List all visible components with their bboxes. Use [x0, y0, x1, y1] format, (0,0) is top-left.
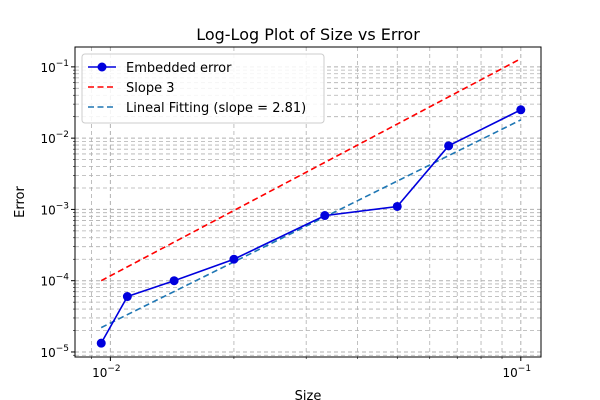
data-point — [169, 276, 179, 286]
data-point — [122, 292, 132, 302]
x-axis-label: Size — [295, 389, 322, 400]
chart-title: Log-Log Plot of Size vs Error — [196, 25, 420, 44]
data-point — [229, 254, 239, 264]
series-line — [100, 109, 522, 344]
y-tick-label: 10−4 — [40, 273, 69, 289]
legend-entry-label: Slope 3 — [126, 81, 174, 96]
series-line — [100, 119, 522, 329]
legend-marker — [97, 62, 107, 72]
y-tick-label: 10−2 — [40, 130, 69, 146]
y-tick-label: 10−3 — [40, 201, 69, 217]
legend: Embedded error Slope 3 Lineal Fitting (slo… — [81, 53, 325, 124]
y-tick-label: 10−1 — [40, 59, 69, 75]
y-tick-label: 10−5 — [40, 344, 69, 360]
data-point — [444, 141, 454, 151]
data-point — [392, 201, 402, 211]
legend-entry-label: Lineal Fitting (slope = 2.81) — [126, 101, 306, 116]
x-tick-label: 10−1 — [503, 364, 532, 380]
series-line — [100, 57, 522, 282]
plot-frame — [74, 46, 542, 358]
data-point — [320, 211, 330, 221]
ticks: 10−2 10−1 10−5 10−4 10−3 10−2 10−1 — [40, 59, 531, 380]
data-point — [96, 338, 106, 348]
legend-entry-label: Embedded error — [126, 61, 232, 76]
series-layer — [96, 57, 526, 348]
y-axis-label: Error — [13, 186, 28, 218]
x-tick-label: 10−2 — [92, 364, 121, 380]
data-point — [516, 105, 526, 115]
legend-box — [81, 53, 325, 124]
